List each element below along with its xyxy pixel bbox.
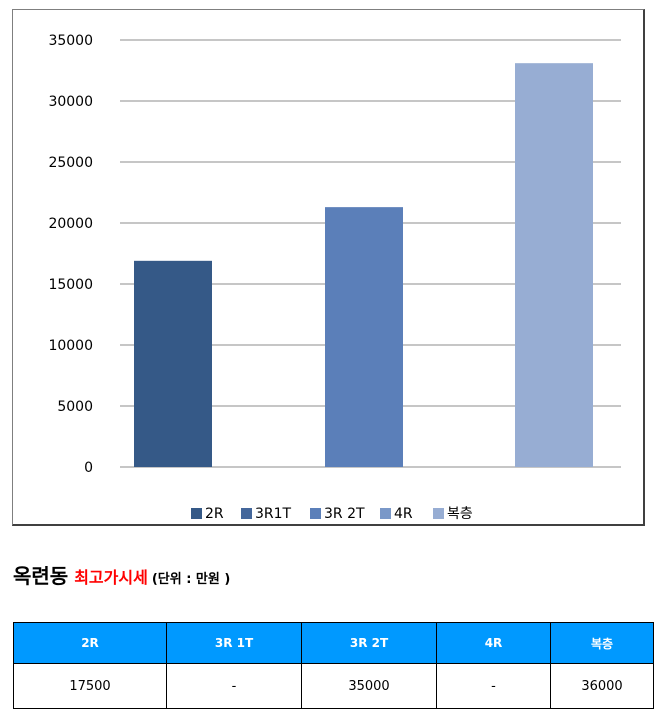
legend-label: 4R [394, 506, 413, 522]
legend-swatch [380, 508, 391, 519]
y-tick-label: 35000 [48, 33, 93, 49]
bar-3R-2T [325, 207, 403, 467]
legend-label: 복층 [447, 506, 473, 522]
legend-label: 3R1T [255, 506, 292, 522]
y-tick-label: 25000 [48, 155, 93, 171]
header-cell: 복층 [550, 622, 654, 664]
y-tick-label: 0 [84, 460, 93, 476]
table-row: 17500 - 35000 - 36000 [13, 663, 654, 709]
table-cell: - [166, 663, 302, 709]
y-tick-label: 10000 [48, 338, 93, 354]
chart-frame: 0 5000 10000 15000 20000 25000 30000 35000 2R 3R1… [12, 9, 645, 526]
bar-복층 [515, 63, 593, 468]
y-tick-label: 30000 [48, 94, 93, 110]
table-cell: 35000 [301, 663, 437, 709]
table-cell: 36000 [550, 663, 654, 709]
y-tick-label: 5000 [57, 399, 93, 415]
table-cell: 17500 [13, 663, 167, 709]
legend-swatch [191, 508, 202, 519]
header-cell: 4R [436, 622, 551, 664]
legend-swatch [433, 508, 444, 519]
header-cell: 3R 2T [301, 622, 437, 664]
header-cell: 2R [13, 622, 167, 664]
legend-swatch [310, 508, 321, 519]
section-heading: 옥련동 최고가시세 (단위 : 만원 ) [13, 560, 230, 589]
legend-label: 3R 2T [324, 506, 365, 522]
legend-label: 2R [205, 506, 224, 522]
unit-note: (단위 : 만원 ) [151, 572, 231, 587]
location-name: 옥련동 [13, 564, 69, 588]
bar-chart: 0 5000 10000 15000 20000 25000 30000 35000 2R 3R1… [48, 33, 621, 522]
table-cell: - [436, 663, 551, 709]
y-tick-label: 20000 [48, 216, 93, 232]
legend-swatch [241, 508, 252, 519]
header-cell: 3R 1T [166, 622, 302, 664]
y-tick-label: 15000 [48, 277, 93, 293]
bar-2R [134, 260, 212, 467]
table-header-row: 2R 3R 1T 3R 2T 4R 복층 [13, 622, 654, 664]
heading-title: 최고가시세 [74, 568, 148, 587]
price-table: 2R 3R 1T 3R 2T 4R 복층 17500 - 35000 - 360… [13, 622, 654, 709]
